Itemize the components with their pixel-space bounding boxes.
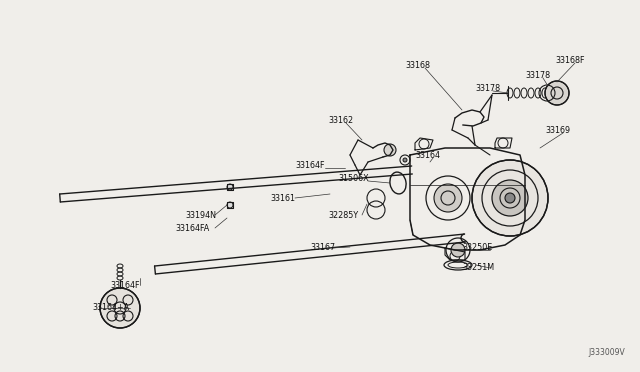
Text: 33168: 33168	[405, 61, 430, 70]
Text: 33169: 33169	[545, 125, 570, 135]
Text: 33164: 33164	[415, 151, 440, 160]
Text: 33164FA: 33164FA	[175, 224, 209, 232]
Circle shape	[403, 158, 407, 162]
Text: 33162: 33162	[328, 115, 353, 125]
Text: 33164+A: 33164+A	[92, 304, 129, 312]
Circle shape	[100, 288, 140, 328]
Circle shape	[451, 243, 465, 257]
Text: 32285Y: 32285Y	[328, 211, 358, 219]
Text: 33251M: 33251M	[462, 263, 494, 273]
Text: 33178: 33178	[525, 71, 550, 80]
Circle shape	[434, 184, 462, 212]
Circle shape	[505, 193, 515, 203]
Text: 33178: 33178	[475, 83, 500, 93]
Text: 33164F: 33164F	[295, 160, 324, 170]
Circle shape	[472, 160, 548, 236]
Text: 31506X: 31506X	[338, 173, 369, 183]
Text: 33168F: 33168F	[555, 55, 584, 64]
Text: 33167: 33167	[310, 244, 335, 253]
Circle shape	[384, 144, 396, 156]
Text: 33161: 33161	[270, 193, 295, 202]
Text: 33194N: 33194N	[185, 211, 216, 219]
Circle shape	[545, 81, 569, 105]
Text: J333009V: J333009V	[588, 348, 625, 357]
Circle shape	[227, 184, 233, 190]
Text: 33164F: 33164F	[110, 280, 140, 289]
Circle shape	[227, 202, 233, 208]
Circle shape	[492, 180, 528, 216]
Text: 33250E: 33250E	[462, 244, 492, 253]
